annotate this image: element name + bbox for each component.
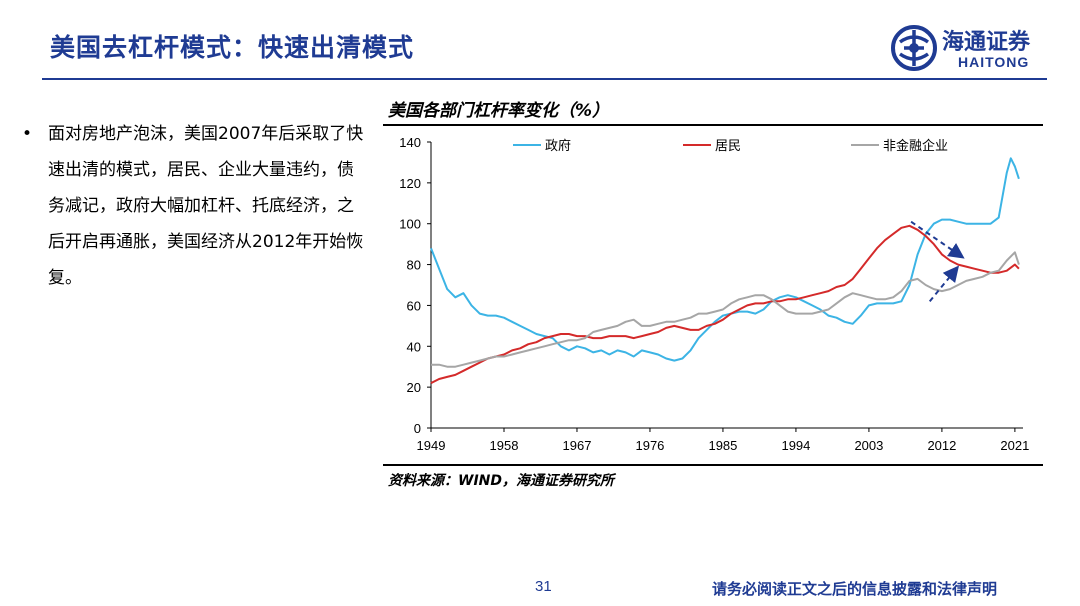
x-tick-label: 2012 bbox=[927, 438, 956, 453]
series-line-household bbox=[430, 224, 1020, 384]
x-tick-label: 1994 bbox=[781, 438, 810, 453]
haitong-emblem-icon bbox=[891, 25, 937, 71]
chart-bottom-rule bbox=[383, 464, 1043, 466]
x-tick-label: 1958 bbox=[490, 438, 519, 453]
x-tick-label: 1985 bbox=[708, 438, 737, 453]
logo-en-text: HAITONG bbox=[958, 54, 1030, 70]
chart-source: 资料来源：WIND，海通证券研究所 bbox=[388, 473, 614, 489]
page-title: 美国去杠杆模式：快速出清模式 bbox=[50, 33, 415, 62]
releveraging-arrow bbox=[928, 265, 960, 302]
header-divider bbox=[42, 78, 1047, 80]
y-tick-label: 60 bbox=[407, 298, 421, 313]
x-tick-label: 2021 bbox=[1000, 438, 1029, 453]
legend-label: 非金融企业 bbox=[883, 138, 948, 154]
y-tick-label: 100 bbox=[399, 217, 421, 232]
leverage-chart: 0 20 40 60 80 100 120 140 1949 1958 1967 1976 1985 19… bbox=[399, 135, 1029, 453]
deleveraging-arrow bbox=[910, 220, 965, 259]
logo-cn-text: 海通证券 bbox=[942, 29, 1031, 55]
y-tick-label: 120 bbox=[399, 176, 421, 191]
legend-label: 居民 bbox=[715, 139, 741, 154]
x-tick-label: 1949 bbox=[417, 438, 446, 453]
y-tick-label: 80 bbox=[407, 258, 421, 273]
y-tick-label: 140 bbox=[399, 135, 421, 150]
legend-label: 政府 bbox=[545, 139, 571, 154]
chart-title: 美国各部门杠杆率变化（%） bbox=[388, 101, 610, 121]
x-tick-label: 1976 bbox=[635, 438, 664, 453]
bullet-point: • 面对房地产泡沫，美国2007年后采取了快速出清的模式，居民、企业大量违约，债… bbox=[22, 116, 367, 296]
x-tick-label: 2003 bbox=[854, 438, 883, 453]
series-line-government bbox=[430, 157, 1020, 362]
bullet-dot-icon: • bbox=[22, 124, 33, 144]
y-tick-label: 20 bbox=[407, 380, 421, 395]
chart-top-rule bbox=[383, 124, 1043, 126]
y-tick-label: 0 bbox=[414, 421, 421, 436]
y-tick-label: 40 bbox=[407, 339, 421, 354]
x-tick-label: 1967 bbox=[563, 438, 592, 453]
disclaimer-text: 请务必阅读正文之后的信息披露和法律声明 bbox=[712, 580, 998, 598]
series-line-corporate bbox=[431, 251, 1020, 368]
bullet-text: 面对房地产泡沫，美国2007年后采取了快速出清的模式，居民、企业大量违约，债务减… bbox=[48, 124, 364, 288]
company-logo: 海通证券 HAITONG bbox=[890, 22, 1060, 74]
page-number: 31 bbox=[535, 578, 552, 595]
